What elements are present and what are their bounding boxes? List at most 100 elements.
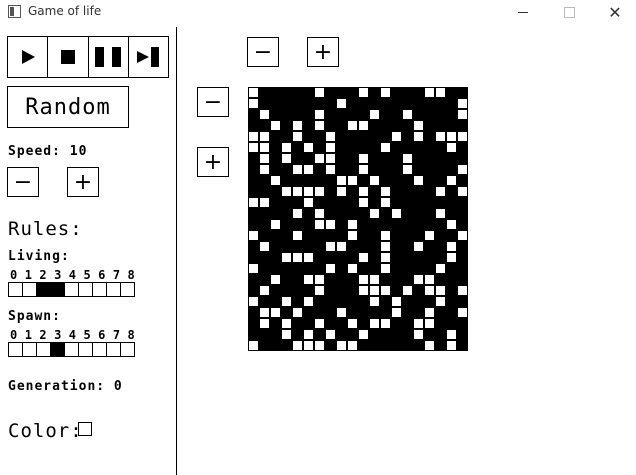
grid-cell[interactable] [248,263,259,274]
grid-cell[interactable] [457,318,468,329]
grid-cell[interactable] [358,219,369,230]
grid-cell[interactable] [358,230,369,241]
grid-cell[interactable] [457,98,468,109]
grid-cell[interactable] [446,285,457,296]
grid-cell[interactable] [435,208,446,219]
grid-cell[interactable] [424,296,435,307]
grid-cell[interactable] [457,164,468,175]
grid-cell[interactable] [457,285,468,296]
grid-cell[interactable] [303,230,314,241]
grid-cell[interactable] [402,241,413,252]
grid-cell[interactable] [424,340,435,351]
grid-cell[interactable] [358,197,369,208]
grid-cell[interactable] [325,296,336,307]
grid-cell[interactable] [325,98,336,109]
grid-cell[interactable] [325,252,336,263]
grid-cell[interactable] [358,263,369,274]
grid-cell[interactable] [380,164,391,175]
grid-cell[interactable] [369,329,380,340]
grid-cell[interactable] [292,175,303,186]
grid-cell[interactable] [292,307,303,318]
grid-cell[interactable] [347,219,358,230]
grid-cell[interactable] [325,307,336,318]
grid-cell[interactable] [292,230,303,241]
grid-cell[interactable] [281,153,292,164]
grid-cell[interactable] [369,120,380,131]
grid-cell[interactable] [347,329,358,340]
grid-cell[interactable] [248,153,259,164]
grid-cell[interactable] [314,241,325,252]
grid-cell[interactable] [336,208,347,219]
grid-cell[interactable] [248,109,259,120]
grid-cell[interactable] [380,318,391,329]
grid-cell[interactable] [435,120,446,131]
speed-decrease-button[interactable]: − [7,167,39,197]
grid-cell[interactable] [270,296,281,307]
grid-cell[interactable] [446,318,457,329]
grid-cell[interactable] [402,263,413,274]
grid-cell[interactable] [248,274,259,285]
grid-cell[interactable] [303,219,314,230]
grid-cell[interactable] [402,87,413,98]
stop-button[interactable] [48,37,89,77]
grid-cell[interactable] [435,307,446,318]
zoom-out-vertical-button[interactable]: − [197,87,229,117]
grid-cell[interactable] [314,219,325,230]
zoom-in-horizontal-button[interactable]: + [307,37,339,67]
grid-cell[interactable] [325,285,336,296]
grid-cell[interactable] [446,109,457,120]
grid-cell[interactable] [303,252,314,263]
zoom-out-horizontal-button[interactable]: − [247,37,279,67]
grid-cell[interactable] [380,142,391,153]
living-rule-checkbox[interactable] [120,282,135,297]
grid-cell[interactable] [325,329,336,340]
grid-cell[interactable] [369,87,380,98]
grid-cell[interactable] [457,153,468,164]
grid-cell[interactable] [391,307,402,318]
grid-cell[interactable] [314,87,325,98]
grid-cell[interactable] [402,131,413,142]
grid-cell[interactable] [358,318,369,329]
grid-cell[interactable] [281,186,292,197]
grid-cell[interactable] [281,197,292,208]
grid-cell[interactable] [292,263,303,274]
grid-cell[interactable] [270,109,281,120]
grid-cell[interactable] [281,109,292,120]
grid-cell[interactable] [248,296,259,307]
grid-cell[interactable] [369,109,380,120]
grid-cell[interactable] [402,186,413,197]
grid-cell[interactable] [347,120,358,131]
grid-cell[interactable] [457,241,468,252]
grid-cell[interactable] [303,98,314,109]
grid-cell[interactable] [402,164,413,175]
spawn-rule-checkbox[interactable] [50,342,65,357]
grid-cell[interactable] [391,175,402,186]
grid-cell[interactable] [270,219,281,230]
grid-cell[interactable] [270,120,281,131]
grid-cell[interactable] [325,153,336,164]
grid-cell[interactable] [270,307,281,318]
grid-cell[interactable] [424,142,435,153]
grid-cell[interactable] [391,296,402,307]
living-rule-checkbox[interactable] [78,282,93,297]
grid-cell[interactable] [391,230,402,241]
grid-cell[interactable] [424,241,435,252]
grid-cell[interactable] [413,175,424,186]
grid-cell[interactable] [424,307,435,318]
grid-cell[interactable] [435,285,446,296]
life-grid[interactable] [248,87,468,351]
spawn-rule-checkbox[interactable] [8,342,23,357]
living-rule-checkbox[interactable] [64,282,79,297]
grid-cell[interactable] [435,296,446,307]
grid-cell[interactable] [303,274,314,285]
grid-cell[interactable] [424,153,435,164]
grid-cell[interactable] [270,208,281,219]
grid-cell[interactable] [314,340,325,351]
grid-cell[interactable] [402,142,413,153]
grid-cell[interactable] [303,153,314,164]
grid-cell[interactable] [457,186,468,197]
grid-cell[interactable] [281,318,292,329]
grid-cell[interactable] [413,307,424,318]
living-rule-checkbox[interactable] [8,282,23,297]
grid-cell[interactable] [391,340,402,351]
